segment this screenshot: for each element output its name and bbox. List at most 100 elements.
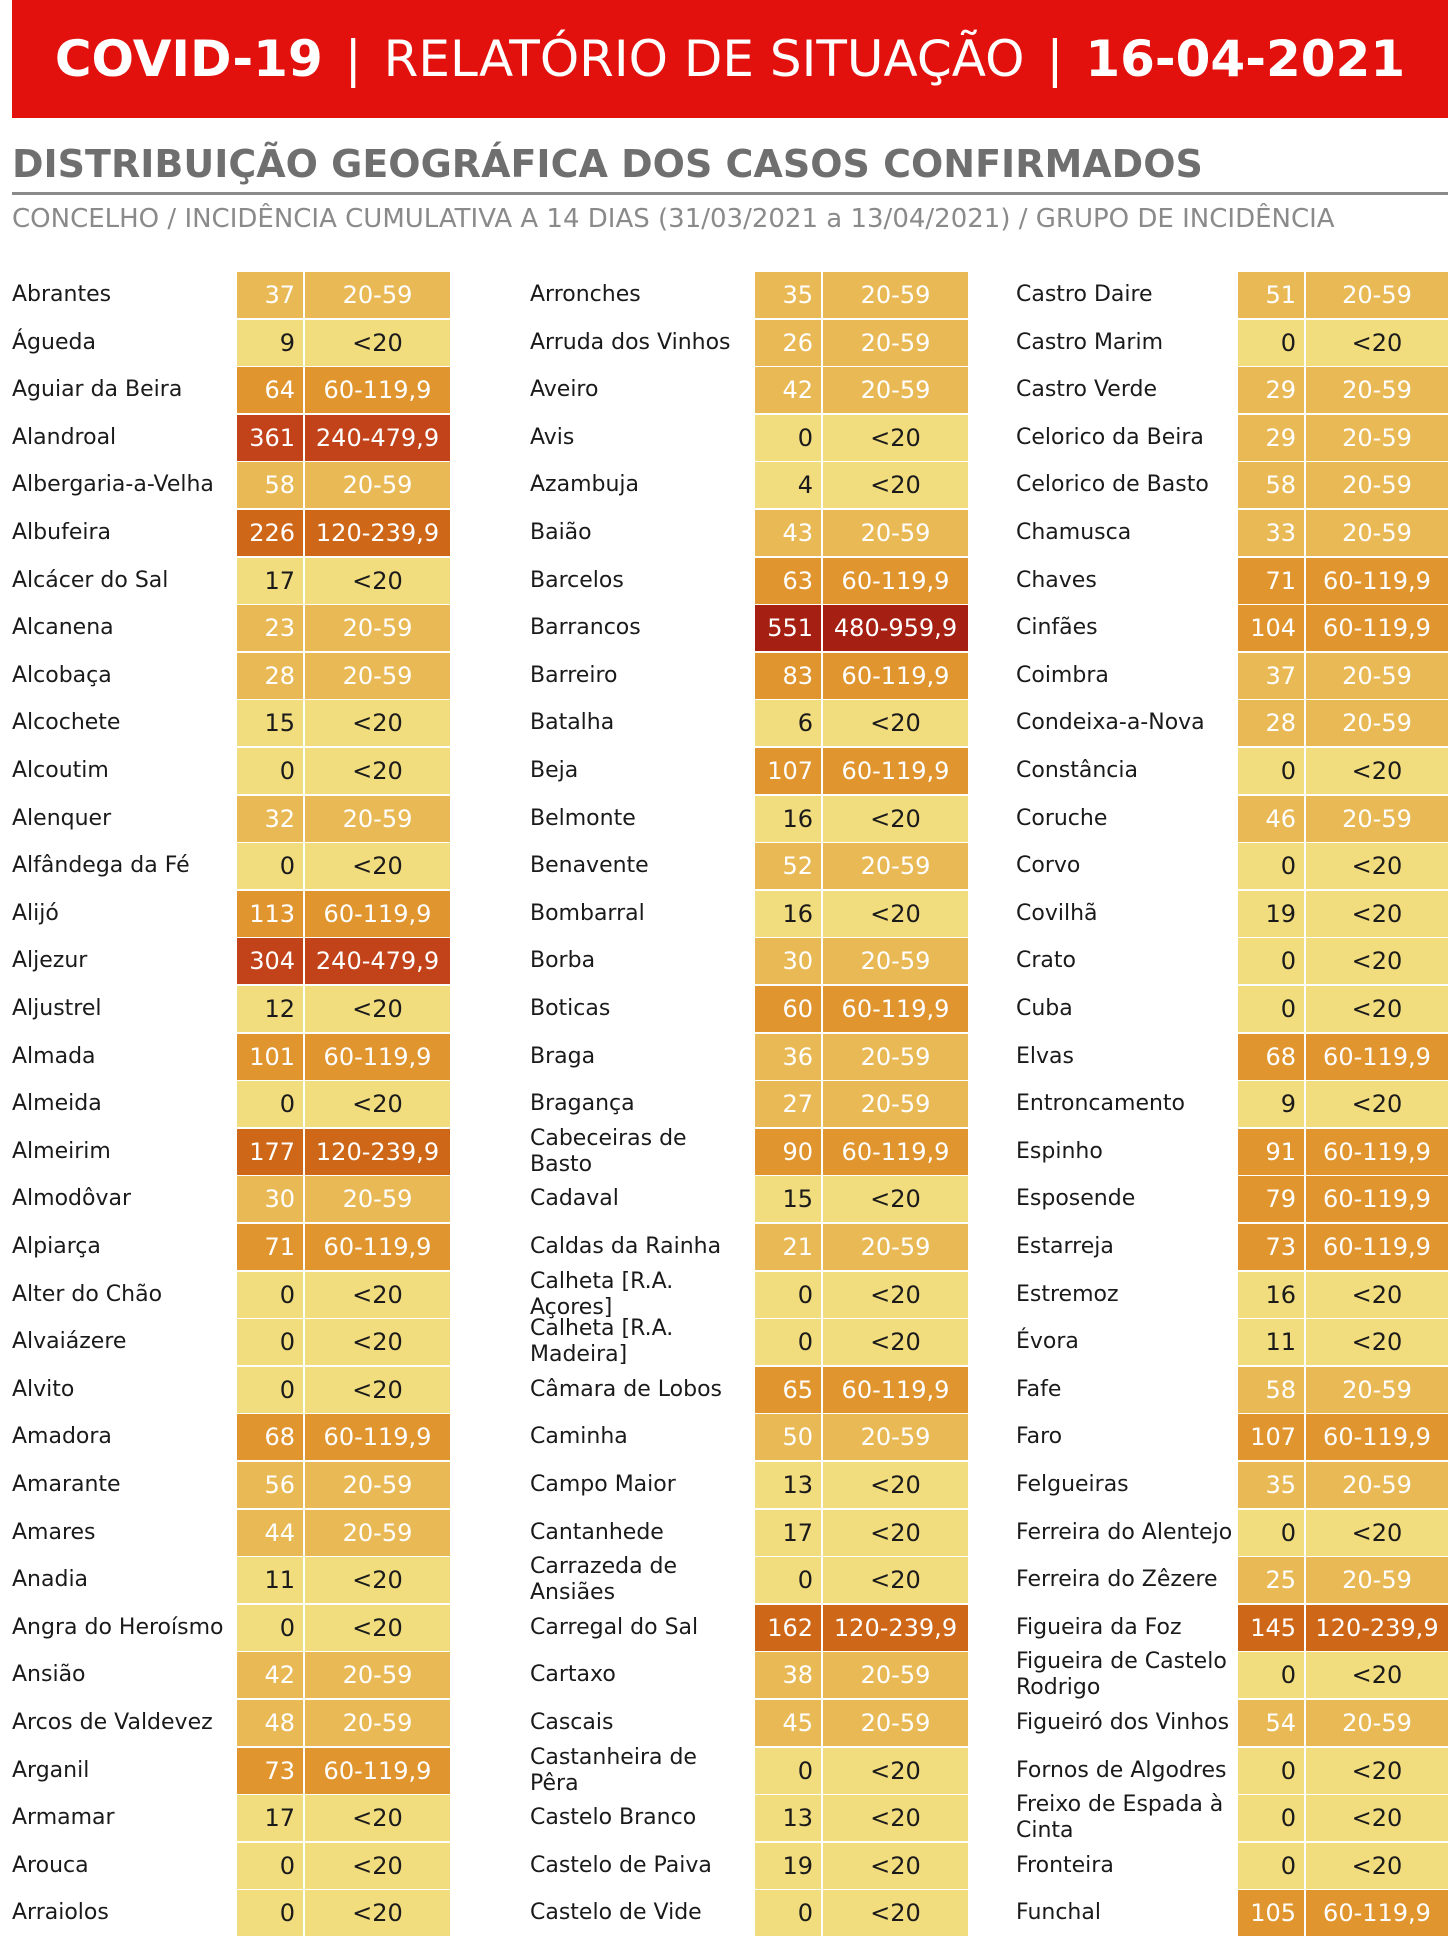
municipality-name: Condeixa-a-Nova <box>1016 710 1205 736</box>
table-row: Estremoz 16 <20 <box>1016 1271 1448 1318</box>
table-row: Almeirim 177 120-239,9 <box>12 1128 450 1175</box>
case-count: 28 <box>237 652 303 699</box>
report-banner: COVID-19 | RELATÓRIO DE SITUAÇÃO | 16-04… <box>12 0 1448 118</box>
table-row: Alpiarça 71 60-119,9 <box>12 1224 450 1270</box>
incidence-group: 240-479,9 <box>305 938 450 985</box>
municipality-name: Constância <box>1016 758 1138 783</box>
incidence-group: <20 <box>1306 748 1448 794</box>
incidence-group: <20 <box>1306 1081 1448 1128</box>
table-row: Belmonte 16 <20 <box>530 795 968 842</box>
table-row: Cascais 45 20-59 <box>530 1700 968 1746</box>
incidence-group: <20 <box>823 1176 968 1223</box>
municipality-name: Alfândega da Fé <box>12 853 190 879</box>
banner-separator: | <box>1046 30 1064 88</box>
incidence-group: <20 <box>823 1890 968 1937</box>
incidence-group: <20 <box>823 1842 968 1889</box>
municipality-name: Castanheira de Pêra <box>530 1744 697 1796</box>
municipality-name: Aljustrel <box>12 996 102 1021</box>
incidence-group: 60-119,9 <box>1306 557 1448 604</box>
case-count: 19 <box>755 1842 821 1889</box>
table-row: Benavente 52 20-59 <box>530 843 968 890</box>
municipality-name: Alcochete <box>12 710 121 736</box>
municipality-name: Alcanena <box>12 615 114 641</box>
table-row: Bombarral 16 <20 <box>530 890 968 937</box>
case-count: 33 <box>1238 510 1304 556</box>
municipality-name: Elvas <box>1016 1043 1074 1069</box>
case-count: 0 <box>237 1842 303 1889</box>
table-row: Avis 0 <20 <box>530 414 968 461</box>
case-count: 11 <box>1238 1319 1304 1366</box>
table-row: Entroncamento 9 <20 <box>1016 1081 1448 1128</box>
case-count: 43 <box>755 510 821 556</box>
incidence-group: 20-59 <box>823 367 968 414</box>
municipality-name: Cascais <box>530 1710 614 1735</box>
case-count: 0 <box>237 1890 303 1937</box>
incidence-group: <20 <box>823 1795 968 1842</box>
municipality-name: Espinho <box>1016 1138 1103 1164</box>
case-count: 45 <box>755 1700 821 1746</box>
case-count: 71 <box>237 1224 303 1270</box>
municipality-name: Castelo Branco <box>530 1805 697 1831</box>
municipality-name: Arouca <box>12 1852 89 1878</box>
incidence-group: 60-119,9 <box>305 1414 450 1461</box>
table-row: Figueira de Castelo Rodrigo 0 <20 <box>1016 1649 1448 1700</box>
case-count: 58 <box>1238 462 1304 509</box>
municipality-name: Cantanhede <box>530 1519 664 1545</box>
incidence-group: <20 <box>1306 986 1448 1032</box>
municipality-name: Alcobaça <box>12 662 112 688</box>
table-row: Castro Daire 51 20-59 <box>1016 272 1448 318</box>
case-count: 73 <box>237 1747 303 1794</box>
case-count: 17 <box>755 1509 821 1556</box>
incidence-group: 60-119,9 <box>1306 1033 1448 1080</box>
table-row: Coimbra 37 20-59 <box>1016 652 1448 699</box>
table-row: Castro Marim 0 <20 <box>1016 319 1448 366</box>
case-count: 42 <box>237 1652 303 1699</box>
table-row: Barcelos 63 60-119,9 <box>530 557 968 604</box>
table-row: Fornos de Algodres 0 <20 <box>1016 1747 1448 1794</box>
incidence-group: <20 <box>305 1319 450 1366</box>
municipality-name: Arcos de Valdevez <box>12 1710 213 1735</box>
case-count: 27 <box>755 1081 821 1128</box>
case-count: 101 <box>237 1033 303 1080</box>
table-row: Batalha 6 <20 <box>530 700 968 747</box>
case-count: 105 <box>1238 1890 1304 1937</box>
case-count: 35 <box>755 272 821 318</box>
incidence-group: 20-59 <box>1306 272 1448 318</box>
case-count: 13 <box>755 1795 821 1842</box>
municipality-name: Albergaria-a-Velha <box>12 472 214 498</box>
table-row: Almada 101 60-119,9 <box>12 1033 450 1080</box>
incidence-group: <20 <box>1306 1319 1448 1366</box>
municipality-name: Castro Verde <box>1016 377 1157 403</box>
table-row: Baião 43 20-59 <box>530 510 968 556</box>
incidence-group: 20-59 <box>1306 1462 1448 1508</box>
municipality-name: Crato <box>1016 948 1076 974</box>
municipality-name: Braga <box>530 1043 596 1069</box>
case-count: 551 <box>755 605 821 652</box>
incidence-group: 20-59 <box>305 1509 450 1556</box>
municipality-name: Arganil <box>12 1757 90 1783</box>
table-row: Alcochete 15 <20 <box>12 700 450 747</box>
incidence-group: <20 <box>1306 1652 1448 1699</box>
incidence-group: <20 <box>305 1890 450 1937</box>
incidence-group: 60-119,9 <box>1306 1224 1448 1270</box>
municipality-name: Borba <box>530 948 596 974</box>
table-row: Alcanena 23 20-59 <box>12 605 450 652</box>
table-row: Alvaiázere 0 <20 <box>12 1319 450 1366</box>
municipality-name: Freixo de Espada à Cinta <box>1016 1792 1224 1844</box>
municipality-name: Câmara de Lobos <box>530 1376 722 1402</box>
municipality-name: Barreiro <box>530 662 618 688</box>
case-count: 9 <box>237 319 303 366</box>
municipality-name: Benavente <box>530 853 649 879</box>
case-count: 65 <box>755 1366 821 1413</box>
table-row: Alcobaça 28 20-59 <box>12 652 450 699</box>
case-count: 50 <box>755 1414 821 1461</box>
case-count: 0 <box>237 1366 303 1413</box>
incidence-group: 60-119,9 <box>305 1224 450 1270</box>
municipality-name: Barrancos <box>530 615 641 641</box>
case-count: 58 <box>1238 1366 1304 1413</box>
incidence-group: 120-239,9 <box>305 1128 450 1175</box>
table-row: Corvo 0 <20 <box>1016 843 1448 890</box>
table-row: Arouca 0 <20 <box>12 1842 450 1889</box>
municipality-name: Figueiró dos Vinhos <box>1016 1710 1230 1735</box>
banner-title: COVID-19 <box>54 30 323 88</box>
